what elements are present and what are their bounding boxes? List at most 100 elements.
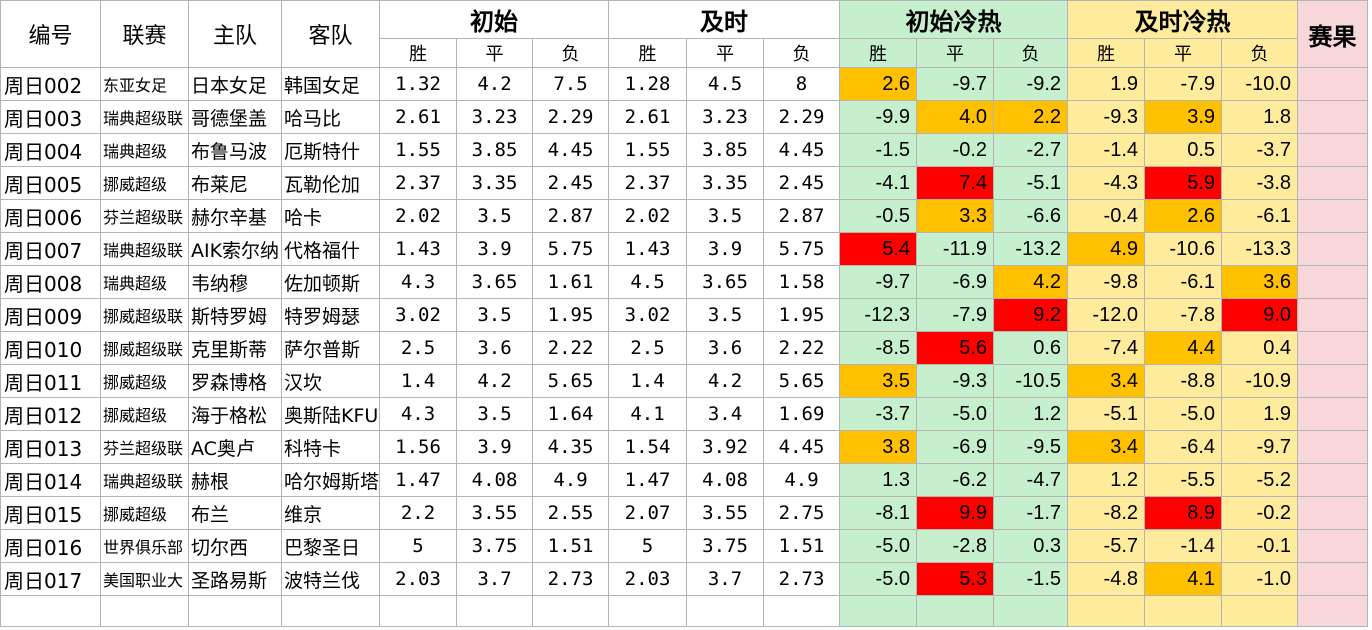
cell-home-team[interactable]: 布莱尼 (188, 166, 282, 200)
cell-initial-win[interactable]: 2.2 (379, 496, 458, 530)
cell-league[interactable]: 东亚女足 (100, 67, 189, 101)
cell-result[interactable] (1297, 100, 1369, 134)
cell-home-team[interactable]: 日本女足 (188, 67, 282, 101)
cell-league[interactable]: 挪威超级 (100, 496, 189, 530)
cell-initial-heat-win[interactable]: -1.5 (839, 133, 918, 167)
cell-initial-heat-lose[interactable]: 9.2 (993, 298, 1069, 332)
cell-initial-lose[interactable]: 1.95 (532, 298, 610, 332)
cell-live-heat-win[interactable]: -5.1 (1067, 397, 1146, 431)
cell-home-team[interactable]: 斯特罗姆 (188, 298, 282, 332)
cell-live-heat-lose[interactable]: 9.0 (1221, 298, 1299, 332)
cell-live-heat-draw[interactable]: -7.8 (1144, 298, 1223, 332)
cell-result[interactable] (1297, 529, 1369, 563)
empty-cell[interactable] (686, 595, 765, 627)
cell-league[interactable]: 挪威超级 (100, 364, 189, 398)
cell-live-win[interactable]: 2.03 (608, 562, 688, 596)
cell-live-heat-win[interactable]: 1.2 (1067, 463, 1146, 497)
cell-result[interactable] (1297, 364, 1369, 398)
cell-initial-lose[interactable]: 4.9 (532, 463, 610, 497)
cell-initial-draw[interactable]: 3.5 (456, 199, 534, 233)
cell-initial-heat-draw[interactable]: -2.8 (916, 529, 995, 563)
cell-initial-heat-lose[interactable]: 0.3 (993, 529, 1069, 563)
cell-initial-win[interactable]: 2.5 (379, 331, 458, 365)
cell-home-team[interactable]: 克里斯蒂 (188, 331, 282, 365)
cell-live-heat-win[interactable]: -4.8 (1067, 562, 1146, 596)
empty-cell[interactable] (188, 595, 282, 627)
cell-live-win[interactable]: 2.61 (608, 100, 688, 134)
subheader-initial-draw[interactable]: 平 (456, 38, 534, 68)
cell-live-draw[interactable]: 3.92 (686, 430, 765, 464)
cell-initial-lose[interactable]: 4.35 (532, 430, 610, 464)
cell-initial-heat-lose[interactable]: -13.2 (993, 232, 1069, 266)
cell-away-team[interactable]: 巴黎圣日 (280, 529, 381, 563)
cell-result[interactable] (1297, 265, 1369, 299)
cell-live-lose[interactable]: 4.9 (763, 463, 841, 497)
cell-id[interactable]: 周日009 (0, 298, 101, 332)
cell-initial-heat-lose[interactable]: -4.7 (993, 463, 1069, 497)
cell-live-win[interactable]: 1.43 (608, 232, 688, 266)
cell-initial-heat-lose[interactable]: -5.1 (993, 166, 1069, 200)
cell-id[interactable]: 周日016 (0, 529, 101, 563)
cell-live-heat-win[interactable]: -5.7 (1067, 529, 1146, 563)
cell-live-draw[interactable]: 4.2 (686, 364, 765, 398)
cell-result[interactable] (1297, 133, 1369, 167)
cell-live-win[interactable]: 2.02 (608, 199, 688, 233)
cell-live-heat-lose[interactable]: -5.2 (1221, 463, 1299, 497)
cell-initial-draw[interactable]: 3.75 (456, 529, 534, 563)
cell-live-heat-draw[interactable]: -6.1 (1144, 265, 1223, 299)
cell-live-win[interactable]: 4.5 (608, 265, 688, 299)
cell-initial-heat-win[interactable]: -8.1 (839, 496, 918, 530)
cell-live-draw[interactable]: 3.55 (686, 496, 765, 530)
cell-live-heat-win[interactable]: 3.4 (1067, 430, 1146, 464)
empty-cell[interactable] (532, 595, 610, 627)
cell-initial-heat-win[interactable]: -3.7 (839, 397, 918, 431)
cell-live-heat-draw[interactable]: -5.0 (1144, 397, 1223, 431)
cell-live-draw[interactable]: 3.65 (686, 265, 765, 299)
cell-live-lose[interactable]: 1.69 (763, 397, 841, 431)
cell-live-heat-win[interactable]: 4.9 (1067, 232, 1146, 266)
empty-cell[interactable] (379, 595, 458, 627)
cell-live-heat-lose[interactable]: 1.8 (1221, 100, 1299, 134)
cell-id[interactable]: 周日004 (0, 133, 101, 167)
cell-live-heat-win[interactable]: -4.3 (1067, 166, 1146, 200)
empty-cell[interactable] (0, 595, 101, 627)
subheader-live-heat-draw[interactable]: 平 (1144, 38, 1223, 68)
subheader-live-win[interactable]: 胜 (608, 38, 688, 68)
cell-live-heat-draw[interactable]: -6.4 (1144, 430, 1223, 464)
cell-result[interactable] (1297, 199, 1369, 233)
cell-live-heat-lose[interactable]: 0.4 (1221, 331, 1299, 365)
cell-initial-draw[interactable]: 4.2 (456, 67, 534, 101)
cell-initial-draw[interactable]: 3.85 (456, 133, 534, 167)
cell-live-heat-lose[interactable]: 3.6 (1221, 265, 1299, 299)
cell-initial-heat-draw[interactable]: 4.0 (916, 100, 995, 134)
cell-league[interactable]: 挪威超级联 (100, 331, 189, 365)
cell-id[interactable]: 周日006 (0, 199, 101, 233)
cell-initial-draw[interactable]: 3.7 (456, 562, 534, 596)
cell-initial-heat-win[interactable]: -9.7 (839, 265, 918, 299)
cell-result[interactable] (1297, 463, 1369, 497)
subheader-live-draw[interactable]: 平 (686, 38, 765, 68)
cell-result[interactable] (1297, 496, 1369, 530)
cell-result[interactable] (1297, 298, 1369, 332)
cell-league[interactable]: 芬兰超级联 (100, 199, 189, 233)
empty-cell[interactable] (100, 595, 189, 627)
cell-initial-heat-lose[interactable]: 0.6 (993, 331, 1069, 365)
cell-initial-heat-lose[interactable]: -1.7 (993, 496, 1069, 530)
cell-initial-draw[interactable]: 3.35 (456, 166, 534, 200)
cell-initial-draw[interactable]: 3.9 (456, 232, 534, 266)
cell-live-draw[interactable]: 3.6 (686, 331, 765, 365)
cell-initial-heat-draw[interactable]: -11.9 (916, 232, 995, 266)
cell-live-lose[interactable]: 4.45 (763, 133, 841, 167)
cell-initial-lose[interactable]: 1.64 (532, 397, 610, 431)
cell-initial-draw[interactable]: 3.23 (456, 100, 534, 134)
cell-id[interactable]: 周日015 (0, 496, 101, 530)
cell-initial-lose[interactable]: 2.73 (532, 562, 610, 596)
cell-live-win[interactable]: 2.07 (608, 496, 688, 530)
cell-live-heat-win[interactable]: -9.3 (1067, 100, 1146, 134)
cell-live-heat-win[interactable]: 3.4 (1067, 364, 1146, 398)
cell-initial-win[interactable]: 5 (379, 529, 458, 563)
cell-away-team[interactable]: 哈马比 (280, 100, 381, 134)
cell-home-team[interactable]: 赫根 (188, 463, 282, 497)
cell-initial-win[interactable]: 1.47 (379, 463, 458, 497)
cell-league[interactable]: 挪威超级 (100, 166, 189, 200)
